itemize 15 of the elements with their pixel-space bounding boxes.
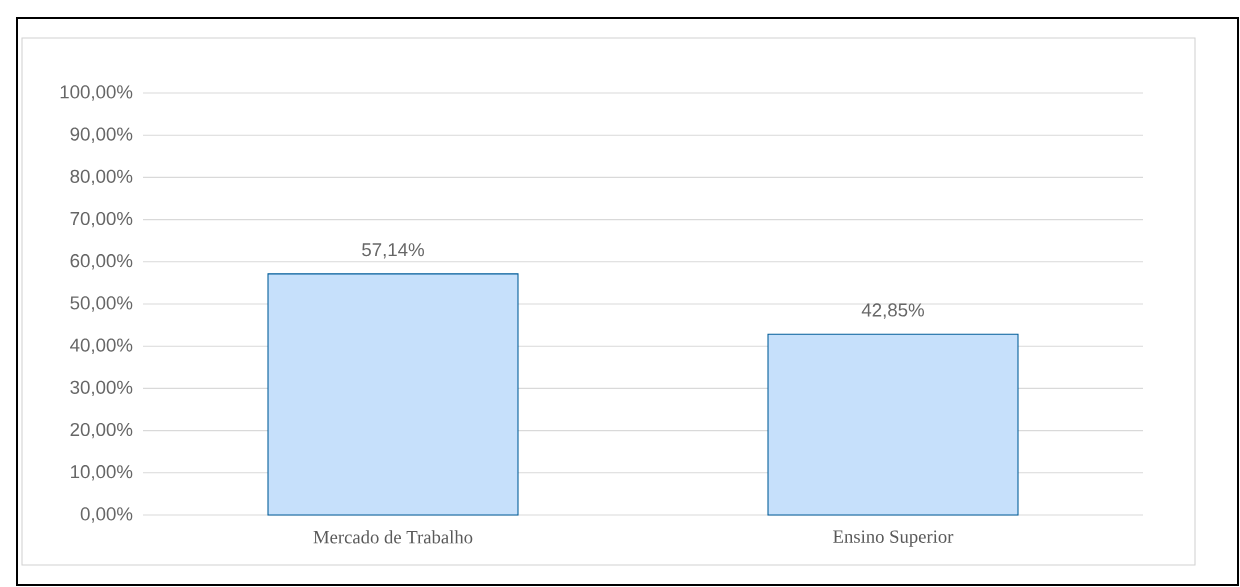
- y-tick-label: 10,00%: [71, 465, 133, 481]
- data-label: 57,14%: [362, 243, 424, 259]
- y-tick-label: 70,00%: [70, 211, 133, 228]
- y-tick-label: 100,00%: [60, 85, 133, 101]
- x-tick-label: Mercado de Trabalho: [313, 530, 473, 544]
- x-tick-label: Ensino Superior: [833, 530, 954, 547]
- y-tick-label: 90,00%: [70, 127, 133, 143]
- y-tick-label: 30,00%: [70, 380, 133, 397]
- y-tick-label: 50,00%: [70, 296, 133, 312]
- y-tick-label: 40,00%: [70, 338, 133, 354]
- data-label: 42,85%: [861, 303, 924, 319]
- y-tick-label: 0,00%: [80, 507, 133, 523]
- y-tick-label: 60,00%: [70, 254, 133, 270]
- y-tick-label: 80,00%: [70, 169, 133, 186]
- y-tick-label: 20,00%: [70, 422, 133, 439]
